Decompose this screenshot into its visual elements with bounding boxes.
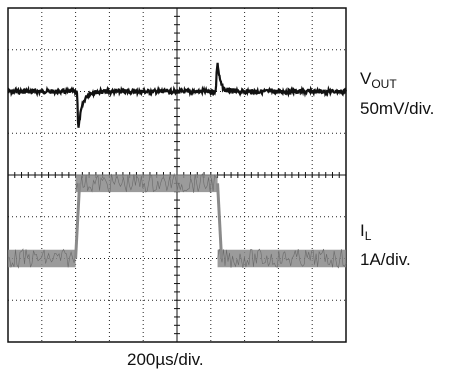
scope-frame: [7, 7, 347, 343]
vout-label: VOUT: [360, 69, 397, 91]
il-transition-1: [216, 183, 224, 259]
vout-trace: [7, 62, 348, 128]
time-axis-label: 200µs/div.: [127, 350, 204, 369]
il-noise-0: [7, 248, 76, 269]
vout-scale-label: 50mV/div.: [360, 99, 435, 118]
il-noise-1: [75, 172, 218, 194]
il-segment-0: [8, 249, 76, 268]
il-scale-label: 1A/div.: [360, 250, 411, 269]
il-label: IL: [360, 221, 372, 243]
scope-traces: [7, 62, 348, 269]
il-segment-2: [217, 249, 346, 268]
il-noise-2: [217, 248, 347, 269]
il-transition-0: [74, 183, 82, 259]
